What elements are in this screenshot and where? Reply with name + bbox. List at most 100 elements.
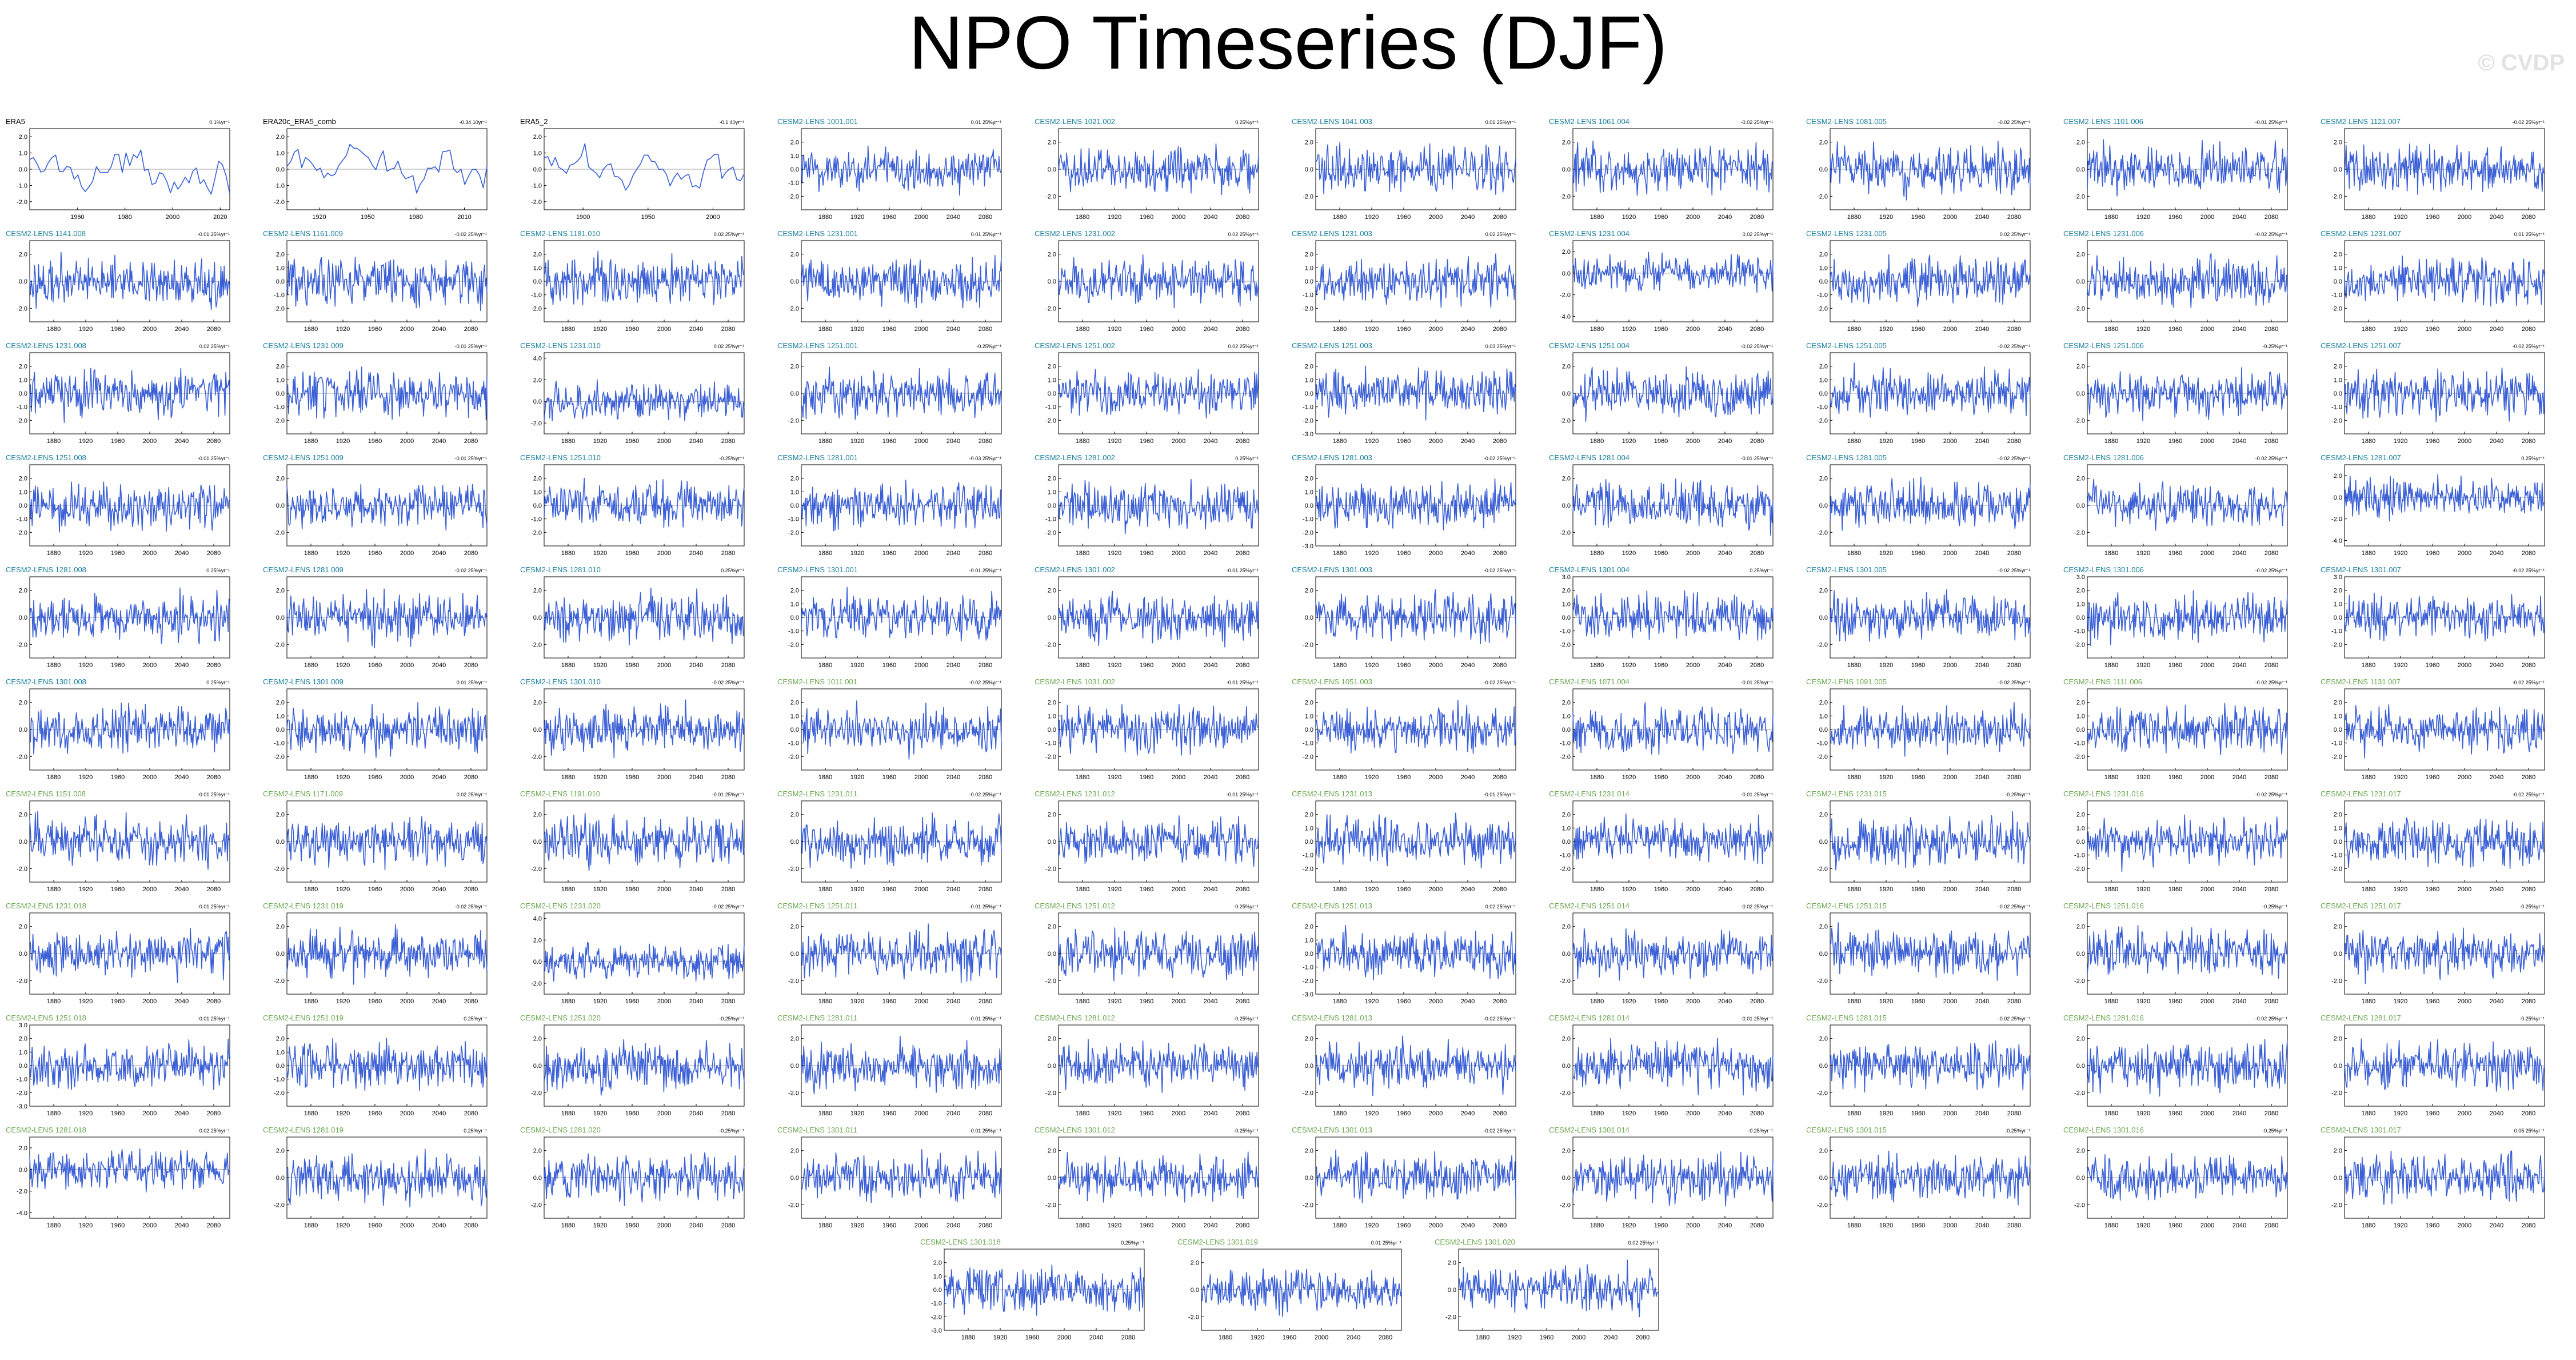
y-tick-label: -1.0 xyxy=(17,404,27,411)
x-tick-label: 1960 xyxy=(1911,662,1925,669)
x-tick-label: 2040 xyxy=(2232,438,2246,445)
trend-label: 0.02 25%yr⁻¹ xyxy=(199,344,230,349)
series-line xyxy=(1830,476,2031,531)
x-tick-label: 2080 xyxy=(464,1110,478,1117)
y-tick-label: -2.0 xyxy=(2074,529,2085,536)
x-tick-label: 1960 xyxy=(1654,774,1668,781)
y-tick-label: 1.0 xyxy=(19,377,27,384)
y-tick-label: -2.0 xyxy=(17,753,27,760)
y-tick-label: 2.0 xyxy=(1819,700,1828,707)
x-tick-label: 2080 xyxy=(979,662,992,669)
y-tick-label: 0.0 xyxy=(2334,278,2342,285)
y-tick-label: -2.0 xyxy=(1303,529,1313,536)
panel-title: CESM2-LENS 1191.010 xyxy=(520,789,600,798)
y-tick-label: 2.0 xyxy=(1048,139,1056,146)
timeseries-panel: CESM2-LENS 1071.004 -0.01 25%yr⁻¹ 2.0 1.0 0.… xyxy=(1549,677,1778,789)
series-line xyxy=(2344,927,2545,984)
y-tick-label: -1.0 xyxy=(1560,740,1571,747)
x-tick-label: 1960 xyxy=(1654,550,1668,557)
x-tick-label: 1960 xyxy=(2426,550,2439,557)
x-tick-label: 1920 xyxy=(336,998,350,1005)
panel-title: CESM2-LENS 1251.005 xyxy=(1806,341,1887,350)
panel-title: CESM2-LENS 1251.001 xyxy=(777,341,858,350)
panel-plot: CESM2-LENS 1231.010 0.02 25%yr⁻¹4.02.00.0… xyxy=(520,341,745,445)
y-tick-label: 2.0 xyxy=(533,377,542,384)
y-tick-label: 2.0 xyxy=(533,1148,542,1155)
series-line xyxy=(1058,815,1259,867)
x-tick-label: 1880 xyxy=(1847,662,1861,669)
x-tick-label: 2040 xyxy=(1204,438,1217,445)
series-line xyxy=(1315,253,1516,308)
x-tick-label: 2000 xyxy=(143,886,157,893)
x-tick-label: 1920 xyxy=(79,438,93,445)
x-tick-label: 2000 xyxy=(1429,438,1443,445)
y-tick-label: 2.0 xyxy=(1562,812,1571,819)
x-tick-label: 1960 xyxy=(882,998,896,1005)
x-tick-label: 2080 xyxy=(1493,998,1507,1005)
panel-plot: CESM2-LENS 1051.003 -0.02 25%yr⁻¹2.01.00.… xyxy=(1292,677,1516,781)
trend-label: -0.02 25%yr⁻¹ xyxy=(1741,904,1773,910)
x-tick-label: 2080 xyxy=(1493,326,1507,333)
panel-plot: CESM2-LENS 1301.007 -0.02 25%yr⁻¹3.02.01.… xyxy=(2321,565,2545,669)
trend-label: -0.25%yr⁻¹ xyxy=(2005,1128,2030,1134)
x-tick-label: 1920 xyxy=(1879,326,1893,333)
x-tick-label: 2080 xyxy=(207,550,221,557)
x-tick-label: 1920 xyxy=(593,998,607,1005)
panel-title: CESM2-LENS 1231.017 xyxy=(2321,789,2401,798)
y-tick-label: -2.0 xyxy=(531,199,542,206)
panel-plot: CESM2-LENS 1161.009 -0.02 25%yr⁻¹2.01.00.… xyxy=(263,229,488,333)
x-tick-label: 1920 xyxy=(336,326,350,333)
y-tick-label: -2.0 xyxy=(1817,1202,1828,1209)
x-tick-label: 2080 xyxy=(721,550,735,557)
x-tick-label: 2000 xyxy=(1686,662,1700,669)
x-tick-label: 2040 xyxy=(1975,886,1989,893)
x-tick-label: 1920 xyxy=(593,1222,607,1229)
panel-plot: CESM2-LENS 1251.012 -0.25%yr⁻¹2.00.0-2.01… xyxy=(1035,902,1259,1005)
y-tick-label: 2.0 xyxy=(2076,924,2085,931)
timeseries-panel: CESM2-LENS 1231.017 -0.02 25%yr⁻¹ 2.0 1.0 0.… xyxy=(2321,789,2549,902)
y-tick-label: 0.0 xyxy=(276,727,285,733)
trend-label: -0.01 25%yr⁻¹ xyxy=(455,344,487,349)
x-tick-label: 2040 xyxy=(175,998,189,1005)
y-tick-label: -2.0 xyxy=(1817,1090,1828,1096)
series-line xyxy=(1830,922,2031,981)
series-line xyxy=(1315,924,1516,980)
series-line xyxy=(2344,1150,2545,1205)
x-tick-label: 1960 xyxy=(1140,774,1153,781)
y-tick-label: 0.0 xyxy=(276,390,285,397)
y-tick-label: 1.0 xyxy=(790,153,799,159)
y-tick-label: 0.0 xyxy=(1819,1063,1828,1070)
y-tick-label: 1.0 xyxy=(1562,825,1571,832)
y-tick-label: 2.0 xyxy=(1048,476,1056,482)
x-tick-label: 1920 xyxy=(2136,1110,2150,1117)
trend-label: -0.01 25%yr⁻¹ xyxy=(1227,568,1259,573)
x-tick-label: 2040 xyxy=(2232,1110,2246,1117)
y-tick-label: -1.0 xyxy=(2074,628,2085,635)
x-tick-label: 1920 xyxy=(2394,214,2407,221)
panel-title: CESM2-LENS 1231.012 xyxy=(1035,789,1115,798)
y-tick-label: 1.0 xyxy=(2334,265,2342,272)
x-tick-label: 2000 xyxy=(1686,774,1700,781)
y-tick-label: -1.0 xyxy=(2331,628,2342,635)
y-tick-label: -2.0 xyxy=(531,753,542,760)
x-tick-label: 2000 xyxy=(2458,886,2471,893)
x-tick-label: 1880 xyxy=(2104,550,2118,557)
trend-label: 0.25%yr⁻¹ xyxy=(1121,1240,1144,1246)
x-tick-label: 2040 xyxy=(2232,550,2246,557)
y-tick-label: -2.0 xyxy=(17,1090,27,1096)
trend-label: -0.02 25%yr⁻¹ xyxy=(2513,568,2545,573)
x-tick-label: 1880 xyxy=(1590,662,1604,669)
y-tick-label: 2.0 xyxy=(2334,1036,2342,1043)
trend-label: -0.02 25%yr⁻¹ xyxy=(1998,568,2030,573)
x-tick-label: 1920 xyxy=(1108,1222,1121,1229)
y-tick-label: -2.0 xyxy=(1303,866,1313,872)
x-tick-label: 1880 xyxy=(1476,1334,1489,1341)
timeseries-panel: CESM2-LENS 1301.015 -0.25%yr⁻¹ 2.0 0.0 -2.0 1… xyxy=(1806,1126,2035,1238)
x-tick-label: 2080 xyxy=(2265,886,2278,893)
trend-label: -0.25%yr⁻¹ xyxy=(719,1016,744,1022)
x-tick-label: 1920 xyxy=(2136,998,2150,1005)
y-tick-label: -1.0 xyxy=(1817,292,1828,299)
trend-label: 0.25%yr⁻¹ xyxy=(206,568,230,573)
timeseries-panel: CESM2-LENS 1251.014 -0.02 25%yr⁻¹ 2.0 0.0 -2… xyxy=(1549,902,1778,1014)
x-tick-label: 1880 xyxy=(304,1110,318,1117)
